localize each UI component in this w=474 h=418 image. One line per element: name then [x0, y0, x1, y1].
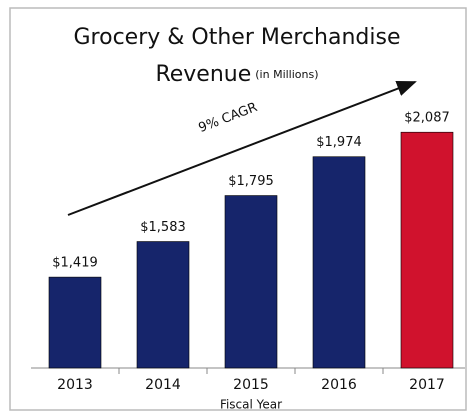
- x-tick-label: 2017: [409, 377, 445, 393]
- bar: [224, 195, 278, 369]
- bar: [136, 241, 190, 369]
- x-tick-label: 2015: [233, 377, 269, 393]
- chart-title: Grocery & Other Merchandise: [74, 25, 401, 50]
- bar: [48, 276, 102, 369]
- bar: [312, 156, 366, 369]
- x-axis-label: Fiscal Year: [220, 398, 282, 412]
- value-label: $1,583: [140, 220, 186, 235]
- value-label: $1,419: [52, 256, 98, 271]
- chart-subtitle: Revenue (in Millions): [155, 62, 318, 87]
- value-label: $2,087: [404, 111, 450, 126]
- value-label: $1,974: [316, 135, 362, 150]
- subtitle: Revenue: [155, 62, 251, 87]
- trend-arrow: [67, 80, 417, 216]
- subtitle-note: (in Millions): [255, 68, 318, 81]
- x-tick-label: 2014: [145, 377, 181, 393]
- x-tick-label: 2016: [321, 377, 357, 393]
- bar: [400, 131, 454, 369]
- value-label: $1,795: [228, 174, 274, 189]
- x-tick-label: 2013: [57, 377, 93, 393]
